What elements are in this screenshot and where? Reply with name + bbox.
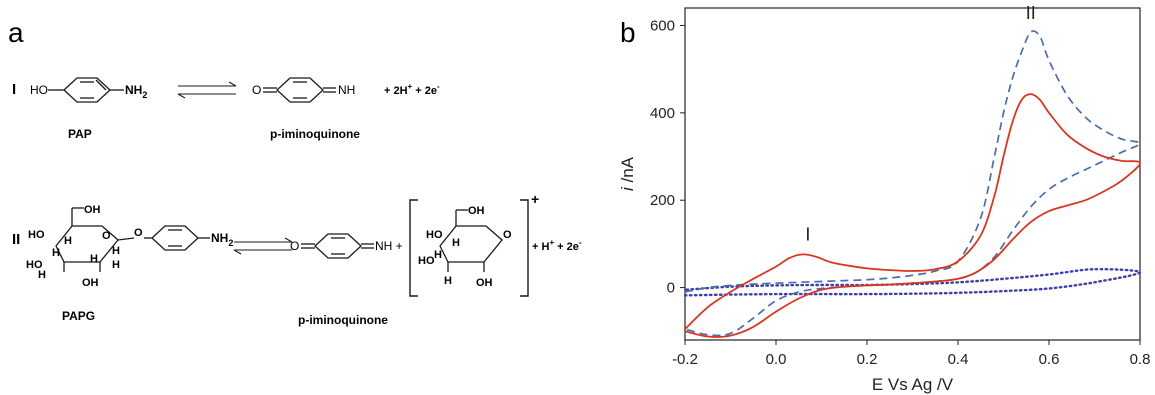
- papg-nh2-label: NH2: [211, 231, 233, 248]
- x-tick-label: -0.2: [672, 351, 698, 368]
- product-1-name: p-iminoquinone: [270, 127, 360, 141]
- x-tick-label: 0.6: [1039, 351, 1060, 368]
- pap-ho-label: HO: [30, 83, 48, 97]
- svg-text:H: H: [112, 245, 120, 257]
- equilibrium-arrow-1: [177, 81, 237, 99]
- svg-text:OH: OH: [476, 277, 493, 289]
- iminoquinone-o-label-2: O: [290, 239, 299, 253]
- svg-text:O: O: [102, 230, 111, 242]
- pap-name: PAP: [68, 127, 92, 141]
- svg-text:H: H: [52, 247, 60, 259]
- product-2-name: p-iminoquinone: [298, 313, 388, 327]
- papg-sugar-labels: OH HO H O H O H HO H OH H H: [26, 204, 143, 289]
- y-tick-label: 0: [667, 280, 675, 297]
- svg-text:HO: HO: [28, 229, 45, 241]
- iminoquinone-o-label: O: [252, 83, 261, 97]
- panel-b-label: b: [620, 17, 636, 48]
- reaction-1-numeral: I: [12, 81, 16, 98]
- iminoquinone-nh-label: NH: [338, 83, 355, 97]
- svg-text:H: H: [64, 235, 72, 247]
- x-tick-label: 0.0: [766, 351, 787, 368]
- y-tick-label: 400: [650, 105, 675, 122]
- peak-label: II: [1026, 3, 1036, 23]
- pap-nh2-label: NH2: [125, 83, 147, 100]
- peak-label: I: [805, 224, 810, 244]
- svg-text:HO: HO: [426, 229, 443, 241]
- series-dotted-blue: [683, 267, 1142, 297]
- series-dashed-blue: [684, 30, 1141, 337]
- iminoquinone-nh-plus: NH +: [375, 239, 403, 253]
- svg-text:H: H: [38, 269, 46, 281]
- plot-frame: [684, 7, 1141, 341]
- svg-text:OH: OH: [84, 204, 101, 216]
- iminoquinone-ring-1: [263, 77, 336, 103]
- bracket: [409, 199, 529, 297]
- x-tick-label: 0.2: [857, 351, 878, 368]
- svg-text:O: O: [503, 229, 512, 241]
- byproducts-2: + H+ + 2e-: [532, 238, 582, 253]
- y-tick-label: 600: [650, 17, 675, 34]
- papg-name: PAPG: [62, 309, 95, 323]
- svg-text:OH: OH: [468, 205, 485, 217]
- equilibrium-arrow-2: [233, 237, 293, 255]
- y-tick-label: 200: [650, 192, 675, 209]
- bracket-charge: +: [531, 191, 539, 207]
- iminoquinone-ring-2: [301, 233, 374, 259]
- svg-text:OH: OH: [82, 277, 99, 289]
- panel-a-label: a: [8, 17, 24, 48]
- x-axis-label: E Vs Ag /V: [872, 375, 954, 394]
- y-axis-label: i /nA: [618, 156, 637, 191]
- pap-benzene-ring: [48, 77, 124, 103]
- svg-text:H: H: [444, 275, 452, 287]
- series-solid-red: [684, 93, 1141, 338]
- reaction-2-numeral: II: [12, 231, 20, 248]
- svg-text:HO: HO: [418, 255, 435, 267]
- svg-text:HO: HO: [26, 259, 43, 271]
- papg-sugar-ring: [55, 207, 135, 272]
- x-tick-label: 0.4: [948, 351, 969, 368]
- byproducts-1: + 2H+ + 2e-: [384, 82, 440, 97]
- svg-text:H: H: [90, 253, 98, 265]
- sugar-2-ring: [439, 209, 503, 272]
- x-tick-label: 0.8: [1130, 351, 1151, 368]
- svg-text:O: O: [134, 227, 143, 239]
- sugar-2-labels: OH HO H O HO H H OH: [418, 205, 512, 289]
- papg-benzene-ring: [144, 225, 210, 251]
- cv-chart: -0.2 0.0 0.2 0.4 0.6 0.8 0 200 400 600 E Vs Ag /V i…: [618, 3, 1150, 394]
- svg-text:H: H: [452, 237, 460, 249]
- svg-text:H: H: [434, 249, 442, 261]
- svg-text:H: H: [112, 259, 120, 271]
